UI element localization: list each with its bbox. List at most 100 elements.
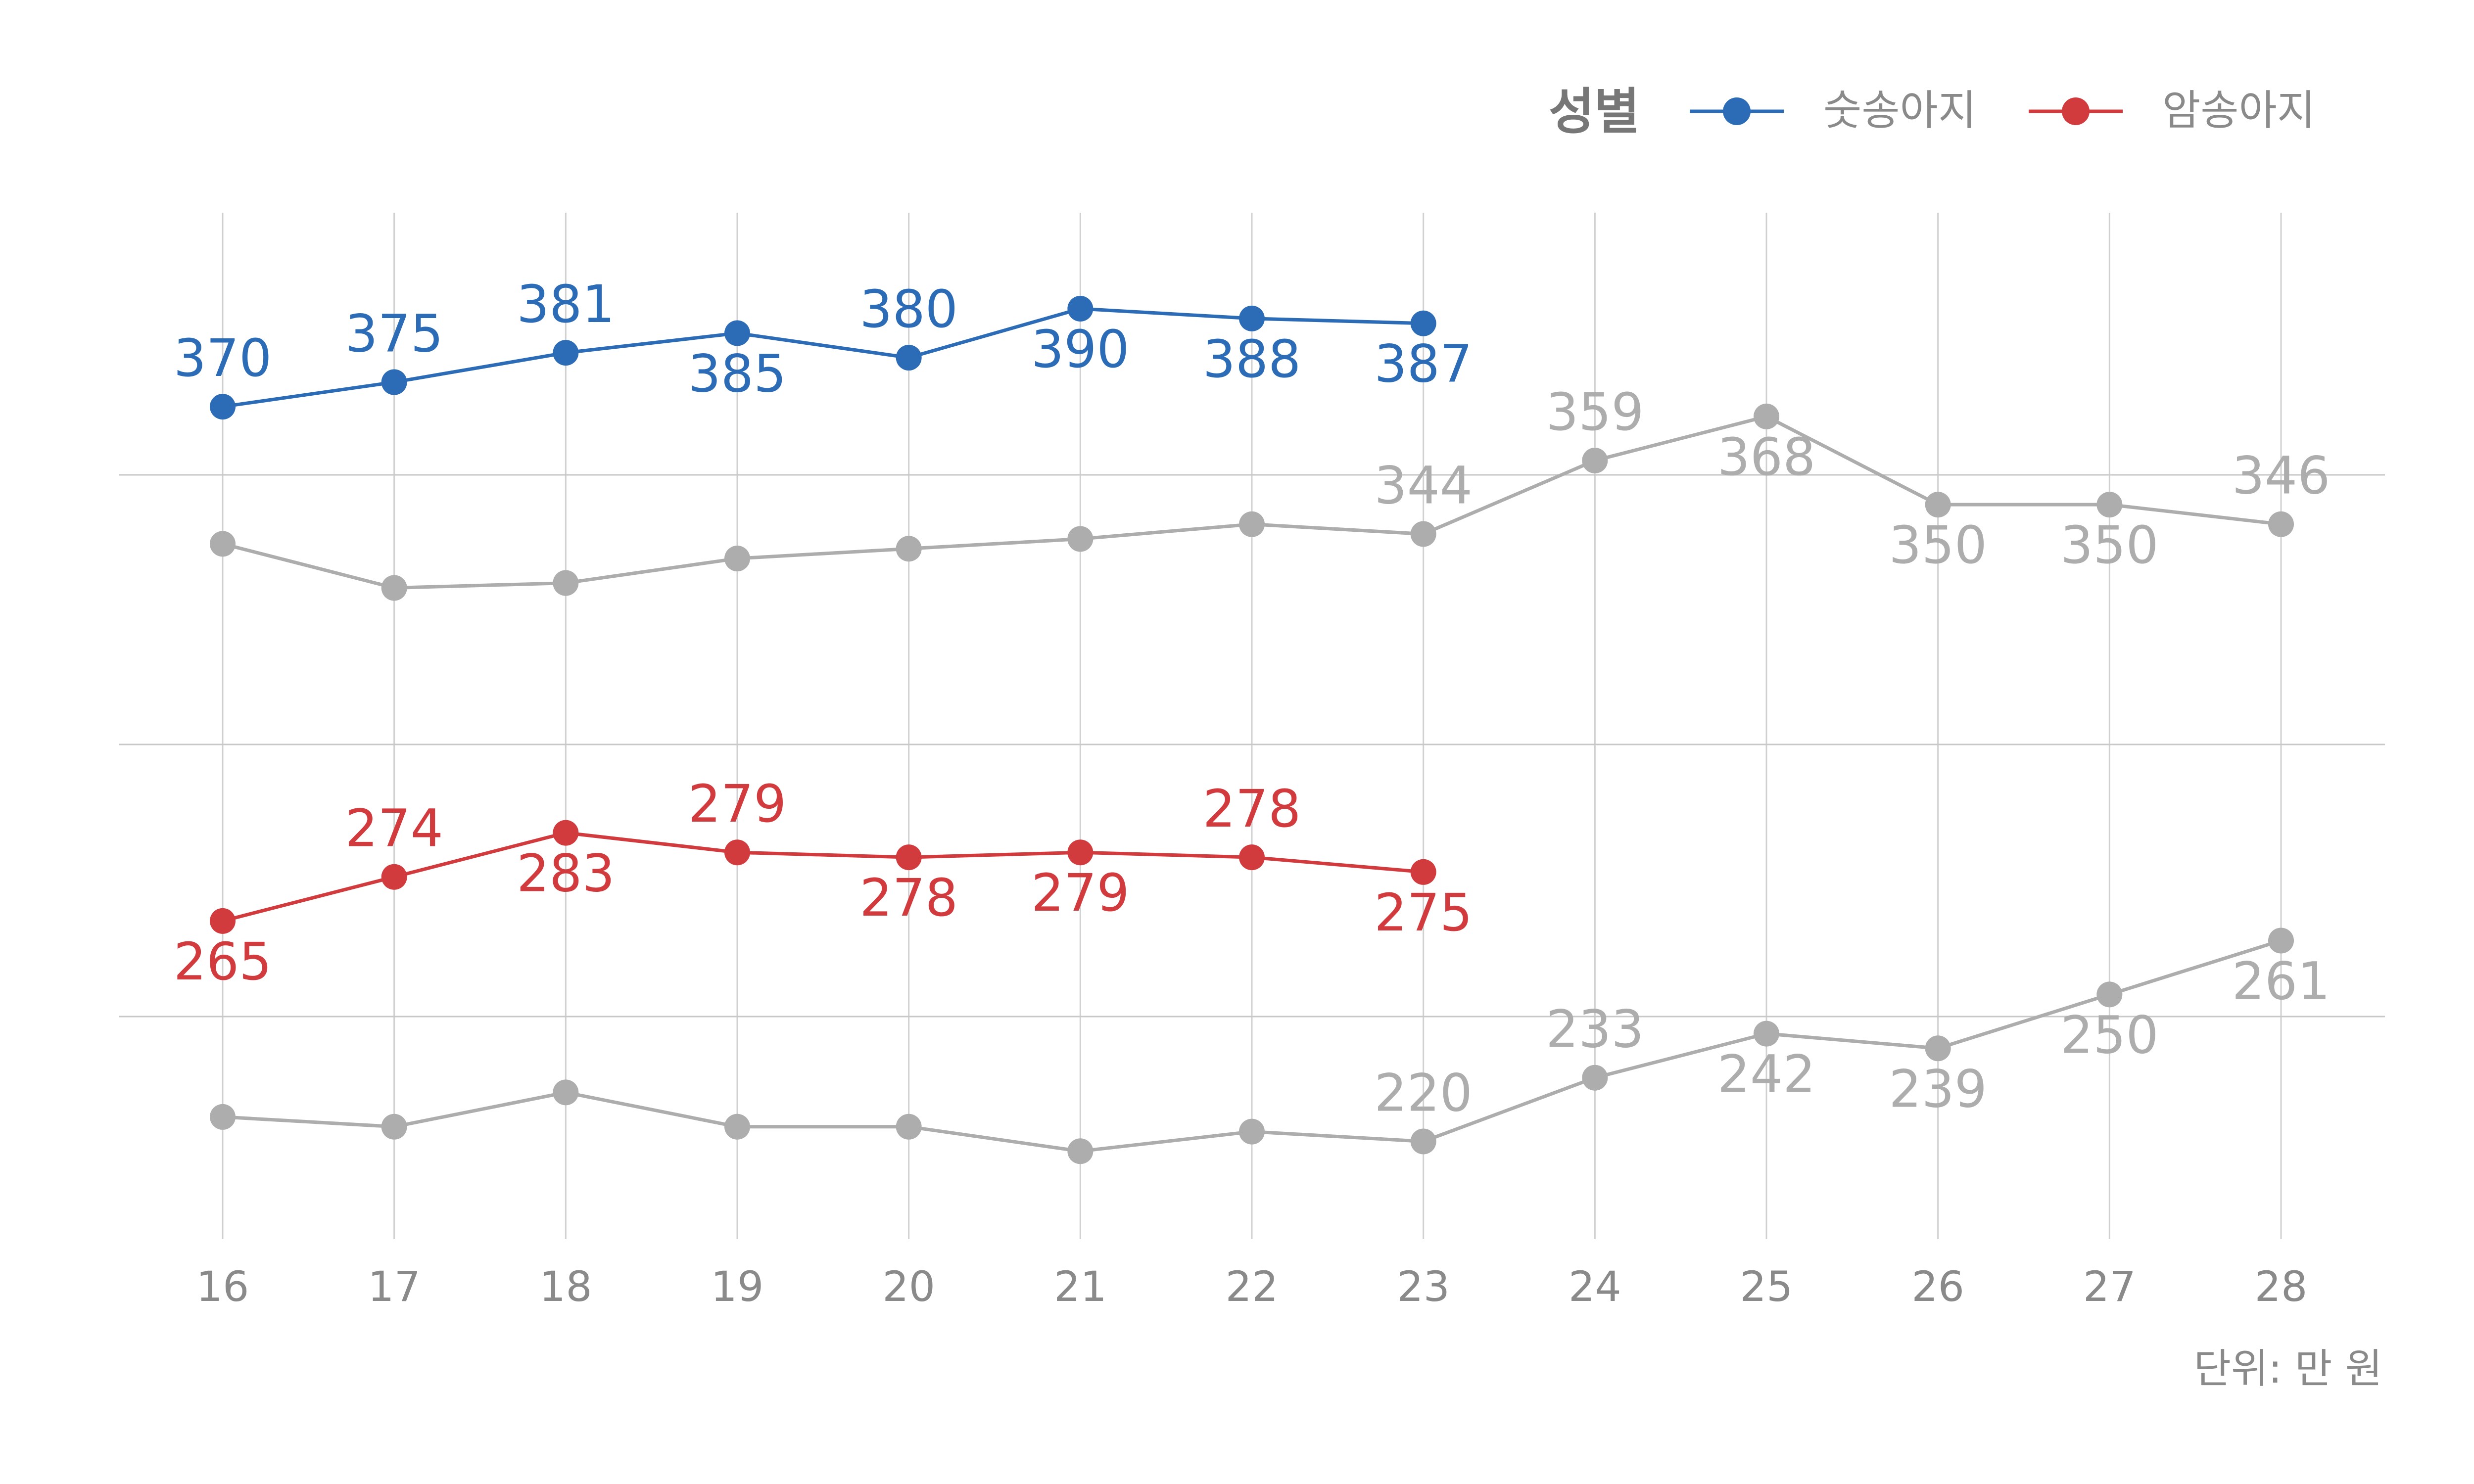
data-point [381,369,407,395]
data-label: 387 [1374,334,1473,394]
data-point [1410,310,1436,336]
data-label: 350 [2060,515,2159,575]
data-point [1754,1020,1779,1047]
data-label: 239 [1889,1059,1987,1119]
series-line [222,307,1424,409]
data-point [896,844,922,871]
series-line [222,831,1424,923]
legend-swatch-marker [2062,97,2090,125]
data-point [724,546,750,572]
data-point [553,1079,579,1106]
data-label: 381 [517,274,615,334]
x-tick-label: 27 [2083,1262,2136,1311]
legend-label: 암송아지 [2162,86,2315,135]
data-label: 242 [1717,1044,1816,1105]
x-tick-label: 21 [1054,1262,1107,1311]
data-point [553,340,579,366]
legend-label: 숫송아지 [1823,86,1976,135]
data-label: 265 [174,931,272,992]
unit-label: 단위: 만 원 [2193,1345,2382,1392]
data-label: 388 [1203,329,1301,389]
data-label: 359 [1546,382,1644,442]
data-point [896,536,922,562]
data-label: 344 [1374,456,1473,516]
data-label: 368 [1717,427,1816,487]
data-label: 346 [2232,446,2331,506]
data-point [1582,1065,1608,1091]
data-label: 375 [345,304,443,364]
data-label: 250 [2060,1005,2159,1065]
legend-item: 숫송아지 [1690,86,1976,135]
data-point [381,864,407,890]
x-tick-label: 22 [1226,1262,1279,1311]
context-series-4: 220 233 242 239 250 261 [210,928,2330,1164]
data-label: 278 [1203,779,1301,839]
data-point [2268,511,2294,537]
data-point [210,908,236,934]
data-point [1067,526,1094,552]
x-axis-ticks: 16 17 18 19 20 21 22 23 24 25 26 27 28 [196,1262,2308,1311]
legend: 성별 숫송아지 암송아지 [1549,83,2315,140]
data-point [1410,521,1436,547]
data-point [724,839,750,866]
data-point [1239,511,1265,537]
data-point [1410,1128,1436,1155]
data-label: 390 [1031,319,1130,379]
data-point [1067,839,1094,866]
legend-swatch-marker [1723,97,1751,125]
data-point [896,345,922,371]
data-label: 380 [859,279,958,339]
data-point [210,1104,236,1130]
x-tick-label: 16 [196,1262,249,1311]
data-point [210,394,236,420]
data-point [1410,859,1436,885]
data-point [381,1113,407,1140]
series-1: 370 375 381 385 380 390 388 387 [174,274,1473,420]
legend-title: 성별 [1549,83,1640,140]
data-point [724,1113,750,1140]
x-tick-label: 28 [2255,1262,2308,1311]
data-label: 279 [688,774,787,834]
x-tick-label: 23 [1397,1262,1450,1311]
data-point [210,531,236,557]
data-point [1239,1118,1265,1145]
data-label: 385 [688,344,787,404]
data-point [1925,492,1951,518]
data-label: 279 [1031,863,1130,923]
series-2: 265 274 283 279 278 279 278 275 [174,774,1473,992]
data-point [724,320,750,346]
x-tick-label: 20 [882,1262,935,1311]
context-series-3: 344 359 368 350 350 346 [210,382,2330,601]
data-point [1925,1035,1951,1062]
data-point [381,575,407,601]
data-label: 370 [174,328,272,388]
x-tick-label: 25 [1740,1262,1793,1311]
x-tick-label: 26 [1911,1262,1964,1311]
x-tick-label: 18 [539,1262,592,1311]
data-point [2096,492,2123,518]
data-point [553,820,579,846]
data-label: 283 [517,843,615,904]
data-label: 233 [1546,999,1644,1060]
data-point [553,570,579,596]
gridlines [119,213,2385,1239]
x-tick-label: 24 [1569,1262,1621,1311]
data-point [2268,928,2294,954]
x-tick-label: 17 [368,1262,421,1311]
data-point [1582,448,1608,473]
data-point [896,1113,922,1140]
data-point [1754,403,1779,429]
data-point [1067,1138,1094,1164]
data-label: 261 [2232,951,2331,1011]
data-label: 274 [345,798,443,859]
data-label: 350 [1889,515,1987,575]
data-point [1067,296,1094,322]
data-label: 275 [1374,882,1473,943]
data-point [2096,981,2123,1008]
x-tick-label: 19 [711,1262,764,1311]
data-label: 278 [859,868,958,928]
data-point [1239,305,1265,331]
data-label: 220 [1374,1063,1473,1123]
